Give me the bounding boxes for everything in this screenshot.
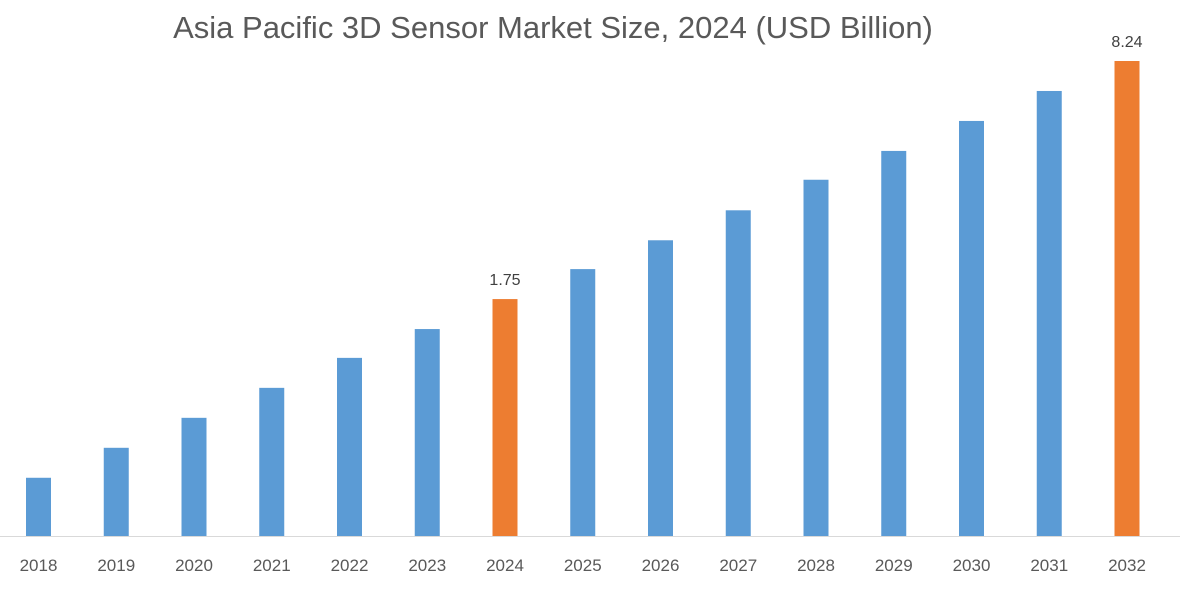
data-label-2024: 1.75 (489, 272, 520, 289)
bar-2026 (648, 240, 673, 537)
bar-2023 (414, 329, 440, 536)
x-tick-label: 2023 (408, 556, 446, 575)
x-tick-label: 2020 (175, 556, 213, 575)
bar-2019 (103, 447, 129, 536)
x-tick-label: 2025 (564, 556, 602, 575)
x-tick-label: 2026 (642, 556, 680, 575)
x-tick-label: 2027 (719, 556, 757, 575)
x-tick-label: 2024 (486, 556, 524, 575)
bar-2031 (1036, 90, 1062, 536)
bar-2028 (803, 179, 829, 536)
x-tick-label: 2029 (875, 556, 913, 575)
x-tick-label: 2022 (331, 556, 369, 575)
x-tick-label: 2028 (797, 556, 835, 575)
bar-2032 (1114, 61, 1140, 536)
x-tick-label: 2018 (20, 556, 58, 575)
bar-2030 (959, 120, 984, 537)
x-tick-label: 2032 (1108, 556, 1146, 575)
bar-2029 (881, 150, 907, 536)
x-tick-label: 2021 (253, 556, 291, 575)
bar-2024 (492, 299, 518, 536)
bar-2025 (570, 269, 596, 536)
x-tick-label: 2031 (1030, 556, 1068, 575)
x-tick-label: 2019 (97, 556, 135, 575)
data-label-2032: 8.24 (1111, 34, 1142, 51)
chart-title: Asia Pacific 3D Sensor Market Size, 2024… (173, 10, 933, 45)
bar-2022 (337, 357, 362, 536)
x-tick-label: 2030 (953, 556, 991, 575)
bar-2021 (259, 387, 285, 536)
bar-2018 (26, 477, 51, 536)
bar-2027 (725, 210, 751, 536)
bar-2020 (181, 417, 207, 536)
